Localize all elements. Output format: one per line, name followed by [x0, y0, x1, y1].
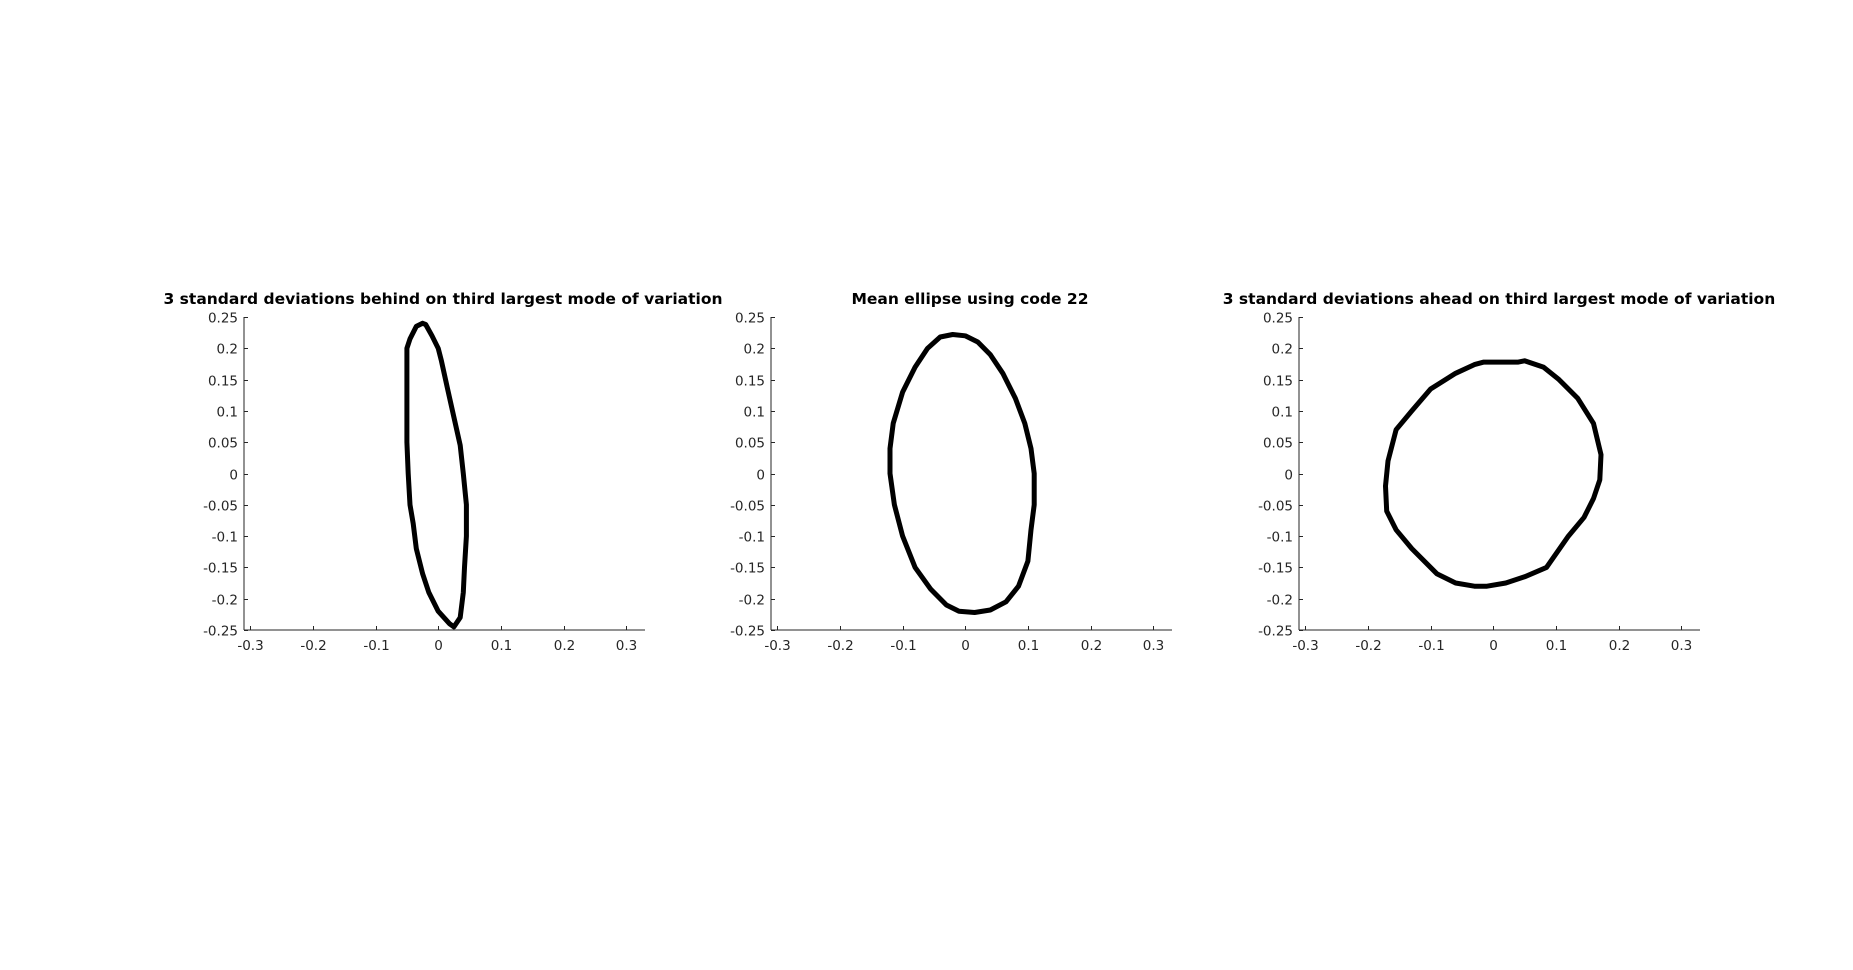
x-tick-label: 0.1 [491, 638, 512, 654]
y-tick-label: -0.2 [739, 593, 765, 609]
y-tick-label: 0 [756, 468, 765, 484]
y-tick-label: -0.15 [1258, 561, 1293, 577]
chart-title: 3 standard deviations ahead on third lar… [1223, 290, 1775, 308]
y-tick-label: -0.2 [212, 593, 238, 609]
y-tick-label: 0.25 [1263, 311, 1293, 327]
chart-panel-3: 3 standard deviations ahead on third lar… [1223, 290, 1775, 654]
y-tick-label: 0.15 [1263, 374, 1293, 390]
y-tick-label: 0.1 [1272, 405, 1293, 421]
chart-panel-2: Mean ellipse using code 22 0.25 0.2 0.15 0.1… [730, 290, 1172, 654]
y-tick-label: 0 [1284, 468, 1293, 484]
y-tick-label: 0.2 [217, 342, 238, 358]
x-tick-label: 0.2 [1081, 638, 1102, 654]
y-tick-label: -0.15 [203, 561, 238, 577]
y-tick-label: -0.25 [203, 624, 238, 640]
x-tick-label: 0.1 [1546, 638, 1567, 654]
y-tick-label: -0.25 [1258, 624, 1293, 640]
x-tick-label: 0.3 [616, 638, 637, 654]
x-tick-label: -0.2 [1355, 638, 1381, 654]
y-tick-label: 0.2 [744, 342, 765, 358]
x-tick-label: 0.1 [1018, 638, 1039, 654]
x-tick-label: -0.1 [1418, 638, 1444, 654]
x-tick-label: -0.1 [363, 638, 389, 654]
x-tick-label: 0.3 [1671, 638, 1692, 654]
y-tick-label: 0.25 [735, 311, 765, 327]
y-tick-label: -0.05 [730, 499, 765, 515]
chart-title: 3 standard deviations behind on third la… [164, 290, 723, 308]
x-tick-label: 0.2 [1609, 638, 1630, 654]
x-tick-label: 0.3 [1143, 638, 1164, 654]
y-tick-label: 0.1 [217, 405, 238, 421]
y-tick-label: 0.05 [208, 436, 238, 452]
chart-panel-1: 3 standard deviations behind on third la… [164, 290, 723, 654]
y-tick-label: 0 [229, 468, 238, 484]
y-tick-label: 0.1 [744, 405, 765, 421]
y-tick-label: -0.2 [1267, 593, 1293, 609]
x-tick-label: -0.3 [764, 638, 790, 654]
y-tick-label: -0.1 [739, 530, 765, 546]
y-tick-label: -0.05 [1258, 499, 1293, 515]
x-tick-label: -0.2 [300, 638, 326, 654]
y-tick-label: -0.1 [212, 530, 238, 546]
y-tick-label: 0.05 [1263, 436, 1293, 452]
ellipse-outline-line [887, 332, 1037, 615]
y-tick-label: 0.25 [208, 311, 238, 327]
chart-title: Mean ellipse using code 22 [851, 290, 1088, 308]
x-tick-label: -0.2 [827, 638, 853, 654]
y-tick-label: 0.05 [735, 436, 765, 452]
y-tick-label: 0.15 [735, 374, 765, 390]
ellipse-outline-line [1383, 358, 1604, 589]
x-tick-label: 0 [961, 638, 970, 654]
y-tick-label: -0.15 [730, 561, 765, 577]
x-tick-label: -0.1 [890, 638, 916, 654]
x-tick-label: 0 [1489, 638, 1498, 654]
x-tick-label: -0.3 [1292, 638, 1318, 654]
y-tick-label: 0.15 [208, 374, 238, 390]
y-tick-label: 0.2 [1272, 342, 1293, 358]
x-tick-label: 0.2 [554, 638, 575, 654]
x-tick-label: -0.3 [237, 638, 263, 654]
y-tick-label: -0.25 [730, 624, 765, 640]
y-tick-label: -0.1 [1267, 530, 1293, 546]
ellipse-outline-line [404, 320, 469, 630]
x-tick-label: 0 [434, 638, 443, 654]
y-tick-label: -0.05 [203, 499, 238, 515]
